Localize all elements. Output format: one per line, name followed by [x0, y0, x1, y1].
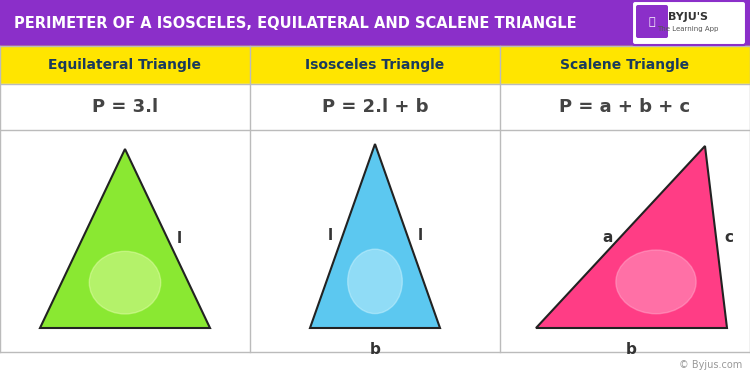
Text: l: l	[327, 228, 332, 243]
Ellipse shape	[616, 250, 696, 314]
Text: c: c	[724, 230, 733, 244]
Text: PERIMETER OF A ISOSCELES, EQUILATERAL AND SCALENE TRIANGLE: PERIMETER OF A ISOSCELES, EQUILATERAL AN…	[14, 15, 577, 30]
Text: © Byjus.com: © Byjus.com	[679, 360, 742, 370]
Text: b: b	[370, 342, 380, 357]
Polygon shape	[40, 149, 210, 328]
Text: BYJU'S: BYJU'S	[668, 12, 708, 22]
FancyBboxPatch shape	[636, 5, 668, 38]
Text: P = 2.l + b: P = 2.l + b	[322, 98, 428, 116]
Text: P = a + b + c: P = a + b + c	[560, 98, 691, 116]
Ellipse shape	[89, 251, 160, 314]
Text: Isosceles Triangle: Isosceles Triangle	[305, 58, 445, 72]
Text: Scalene Triangle: Scalene Triangle	[560, 58, 689, 72]
Polygon shape	[310, 144, 440, 328]
Ellipse shape	[348, 249, 402, 314]
FancyBboxPatch shape	[632, 1, 746, 45]
Text: P = 3.l: P = 3.l	[92, 98, 158, 116]
Text: 📱: 📱	[649, 17, 656, 27]
Text: l: l	[176, 231, 182, 246]
Text: a: a	[602, 230, 613, 244]
Text: b: b	[626, 342, 637, 357]
Text: Equilateral Triangle: Equilateral Triangle	[49, 58, 202, 72]
Text: The Learning App: The Learning App	[657, 26, 718, 32]
Text: l: l	[418, 228, 423, 243]
Polygon shape	[536, 146, 727, 328]
